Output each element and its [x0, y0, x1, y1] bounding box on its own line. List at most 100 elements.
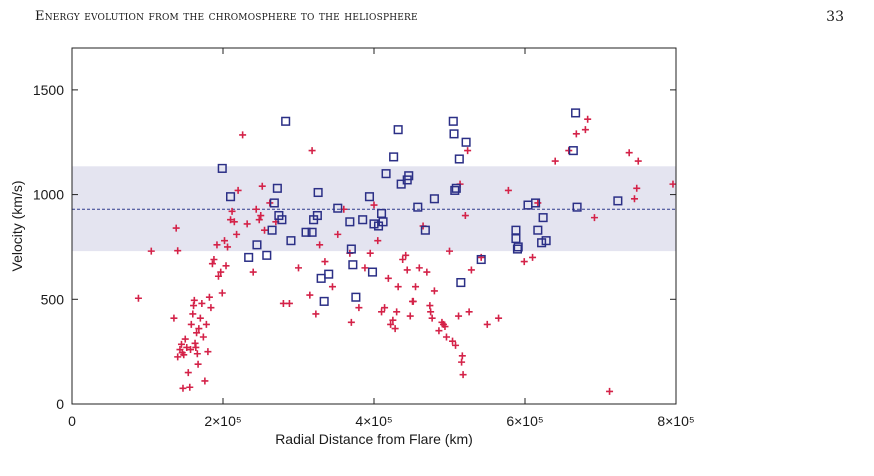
data-point-square: [345, 217, 355, 227]
data-point-plus: [234, 186, 242, 194]
data-point-plus: [181, 335, 189, 343]
data-point-plus: [189, 310, 197, 318]
data-point-plus: [669, 180, 676, 188]
page-number: 33: [826, 9, 844, 25]
data-point-plus: [464, 147, 472, 155]
y-axis-label: Velocity (km/s): [9, 180, 25, 271]
data-point-plus: [180, 351, 188, 359]
data-point-plus: [312, 310, 320, 318]
data-point-square: [451, 183, 461, 193]
data-point-plus: [389, 316, 397, 324]
data-point-plus: [328, 283, 336, 291]
data-point-square: [456, 277, 466, 288]
data-point-plus: [370, 201, 378, 209]
data-point-plus: [195, 325, 203, 333]
data-point-square: [269, 198, 279, 208]
data-point-plus: [394, 283, 402, 291]
data-point-plus: [184, 369, 192, 377]
data-point-plus: [446, 247, 453, 255]
data-point-plus: [193, 329, 201, 337]
data-point-square: [429, 194, 439, 204]
data-point-plus: [210, 256, 218, 264]
data-point-square: [319, 296, 329, 306]
data-point-plus: [381, 304, 389, 312]
data-point-plus: [218, 289, 226, 297]
data-point-square: [413, 202, 423, 212]
data-point-plus: [412, 283, 420, 291]
data-point-square: [381, 169, 391, 179]
data-point-plus: [239, 131, 247, 139]
data-point-plus: [227, 216, 235, 224]
data-point-square: [511, 234, 521, 244]
data-point-plus: [217, 268, 225, 276]
data-point-plus: [172, 224, 180, 232]
data-point-plus: [449, 337, 457, 345]
data-point-plus: [590, 214, 598, 222]
data-point-square: [217, 163, 227, 173]
data-point-plus: [391, 325, 399, 333]
data-point-plus: [504, 186, 512, 194]
data-point-square: [281, 116, 291, 126]
data-point-square: [351, 292, 361, 302]
data-point-plus: [321, 258, 329, 266]
data-point-plus: [179, 384, 187, 392]
data-point-plus: [243, 220, 251, 228]
x-tick-label: 4×10⁵: [355, 413, 392, 429]
data-point-square: [333, 203, 343, 213]
data-point-plus: [174, 247, 182, 255]
x-tick-label: 6×10⁵: [506, 413, 543, 429]
data-point-plus: [406, 312, 414, 320]
data-point-plus: [461, 212, 469, 220]
data-point-plus: [295, 264, 302, 272]
data-point-square: [378, 217, 388, 227]
data-point-plus: [233, 230, 241, 238]
data-point-plus: [415, 264, 423, 272]
data-point-plus: [230, 218, 238, 226]
data-point-plus: [208, 260, 216, 268]
data-point-plus: [483, 320, 491, 328]
data-point-square: [272, 183, 282, 193]
data-point-plus: [198, 299, 206, 307]
data-point-square: [277, 215, 287, 225]
data-point-plus: [423, 268, 431, 276]
data-point-plus: [495, 314, 503, 322]
data-point-square: [533, 225, 543, 235]
data-point-plus: [285, 299, 293, 307]
y-tick-label: 0: [56, 396, 64, 412]
data-point-plus: [366, 249, 374, 257]
x-tick-label: 2×10⁵: [204, 413, 241, 429]
data-point-plus: [190, 296, 198, 304]
data-point-plus: [196, 314, 204, 322]
data-point-plus: [134, 294, 142, 302]
data-point-plus: [384, 274, 392, 282]
data-point-square: [613, 196, 623, 206]
data-point-square: [313, 187, 323, 198]
data-point-square: [449, 129, 459, 139]
data-point-plus: [202, 320, 210, 328]
data-point-square: [226, 192, 236, 202]
data-point-square: [513, 242, 523, 252]
data-point-square: [286, 236, 296, 246]
data-point-plus: [187, 320, 195, 328]
data-point-plus: [224, 243, 232, 251]
data-point-plus: [316, 241, 324, 249]
data-point-square: [404, 171, 414, 181]
data-point-square: [367, 267, 378, 277]
data-point-plus: [194, 360, 202, 368]
data-point-plus: [634, 157, 642, 165]
x-tick-label: 8×10⁵: [657, 413, 694, 429]
data-point-plus: [426, 302, 434, 310]
data-point-plus: [279, 299, 287, 307]
data-point-square: [393, 125, 403, 135]
data-point-plus: [228, 207, 236, 215]
data-point-plus: [306, 291, 314, 299]
y-tick-label: 500: [41, 291, 65, 307]
data-point-plus: [183, 343, 191, 351]
data-point-plus: [430, 287, 438, 295]
x-tick-label: 0: [68, 413, 76, 429]
data-point-square: [568, 146, 578, 156]
running-title: Energy evolution from the chromosphere t…: [35, 9, 418, 24]
data-point-plus: [213, 241, 221, 249]
data-point-plus: [551, 157, 559, 165]
